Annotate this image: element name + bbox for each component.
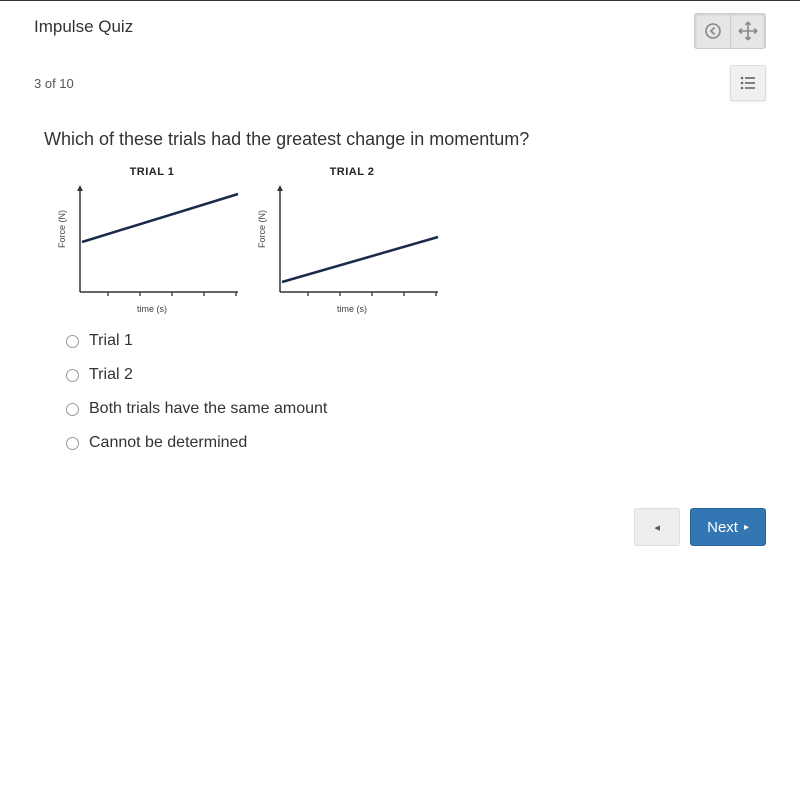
option-both-same[interactable]: Both trials have the same amount (66, 400, 766, 418)
sub-header-row: 3 of 10 (16, 49, 784, 101)
chart-2-ylabel: Force (N) (257, 236, 267, 248)
chart-2-svg (268, 182, 448, 302)
charts-row: TRIAL 1 Force (N) time (s) TRIAL 2 Force… (56, 166, 766, 314)
chart-1-ylabel: Force (N) (57, 236, 67, 248)
next-glyph: ▸ (744, 522, 749, 533)
option-trial-2[interactable]: Trial 2 (66, 366, 766, 384)
header-row: Impulse Quiz (16, 1, 784, 49)
prev-button[interactable]: ◂ (634, 508, 680, 546)
move-arrows-icon (737, 20, 759, 42)
chart-1-xlabel: time (s) (137, 304, 167, 314)
chart-2-xlabel: time (s) (337, 304, 367, 314)
chart-trial-2: TRIAL 2 Force (N) time (s) (256, 166, 448, 314)
question-list-button[interactable] (730, 65, 766, 101)
nav-row: ◂ Next ▸ (16, 488, 784, 576)
radio-icon (66, 369, 79, 382)
question-text: Which of these trials had the greatest c… (44, 129, 766, 150)
answer-options: Trial 1 Trial 2 Both trials have the sam… (66, 332, 766, 452)
chart-1-title: TRIAL 1 (130, 166, 175, 178)
option-label: Trial 1 (89, 332, 133, 350)
list-icon (740, 76, 756, 90)
chart-trial-1: TRIAL 1 Force (N) time (s) (56, 166, 248, 314)
chart-2-title: TRIAL 2 (330, 166, 375, 178)
option-cannot-determine[interactable]: Cannot be determined (66, 434, 766, 452)
option-label: Cannot be determined (89, 434, 247, 452)
move-button[interactable] (730, 13, 766, 49)
next-button[interactable]: Next ▸ (690, 508, 766, 546)
back-chevron-icon (704, 22, 722, 40)
quiz-app: Impulse Quiz 3 of 10 (0, 0, 800, 576)
quiz-title: Impulse Quiz (34, 13, 133, 37)
radio-icon (66, 437, 79, 450)
progress-text: 3 of 10 (34, 76, 74, 91)
question-area: Which of these trials had the greatest c… (16, 101, 784, 488)
next-label: Next (707, 519, 738, 536)
option-label: Trial 2 (89, 366, 133, 384)
radio-icon (66, 335, 79, 348)
radio-icon (66, 403, 79, 416)
chart-2-body: Force (N) (256, 182, 448, 302)
toolbar (694, 13, 766, 49)
option-label: Both trials have the same amount (89, 400, 327, 418)
chart-1-svg (68, 182, 248, 302)
option-trial-1[interactable]: Trial 1 (66, 332, 766, 350)
prev-glyph: ◂ (654, 521, 660, 534)
back-button[interactable] (694, 13, 730, 49)
chart-1-body: Force (N) (56, 182, 248, 302)
